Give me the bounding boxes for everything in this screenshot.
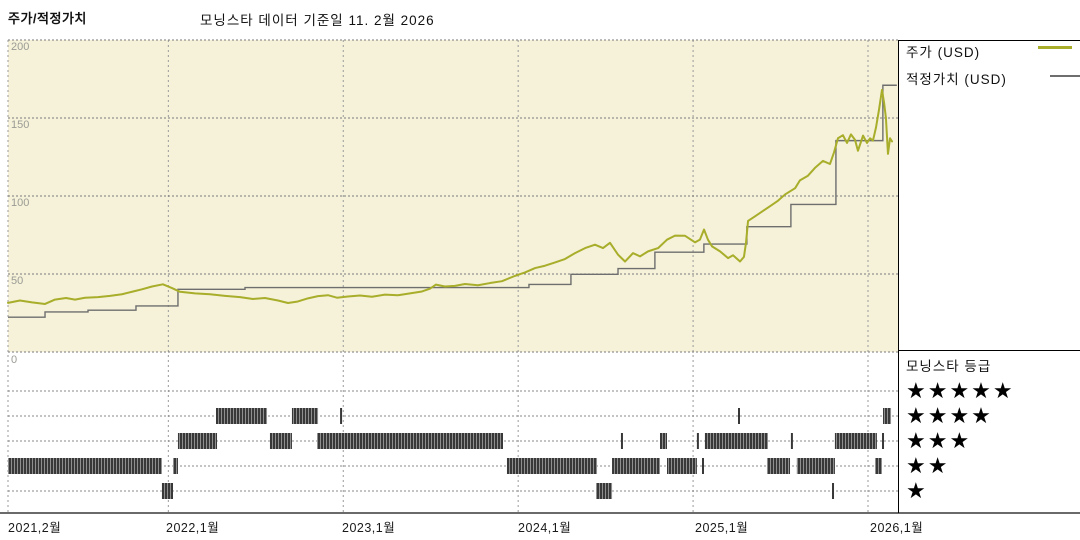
rating-barcode: [506, 458, 598, 474]
rating-barcode: [704, 433, 769, 449]
legend-top-border: [898, 40, 1080, 41]
page-title: 주가/적정가치: [8, 11, 87, 26]
x-tick-2021-2: 2021,2월: [8, 521, 62, 535]
legend-fair-value-label: 적정가치 (USD): [906, 72, 1007, 87]
plot-background: [8, 40, 898, 352]
rating-row-2-stars: ★★: [906, 453, 950, 478]
rating-barcode: [834, 433, 877, 449]
rating-barcode: [659, 433, 667, 449]
fair-value-line-sample: [1050, 75, 1080, 77]
rating-mark: [832, 483, 835, 499]
rating-barcode: [612, 458, 660, 474]
rating-barcode: [216, 408, 268, 424]
rating-mark: [620, 433, 623, 449]
rating-row-5-stars: ★★★★★: [906, 378, 1015, 403]
rating-barcode: [874, 458, 882, 474]
x-tick-2025-1: 2025,1월: [695, 521, 749, 535]
legend-price-label: 주가 (USD): [906, 45, 981, 60]
y-tick-100: 100: [11, 197, 30, 209]
y-tick-50: 50: [11, 275, 24, 287]
rating-barcode: [796, 458, 835, 474]
rating-barcode: [317, 433, 504, 449]
legend-divider: [898, 350, 1080, 351]
rating-barcode: [596, 483, 613, 499]
x-tick-2023-1: 2023,1월: [342, 521, 396, 535]
x-tick-2024-1: 2024,1월: [518, 521, 572, 535]
rating-mark: [701, 458, 704, 474]
as-of-date-subtitle: 모닝스타 데이터 기준일 11. 2월 2026: [200, 13, 435, 28]
y-tick-0: 0: [11, 354, 18, 366]
rating-row-1-star: ★: [906, 478, 928, 503]
rating-barcode: [666, 458, 697, 474]
legend-left-border: [898, 40, 899, 513]
rating-barcode: [766, 458, 791, 474]
rating-mark: [790, 433, 793, 449]
rating-legend-title: 모닝스타 등급: [906, 359, 992, 374]
rating-row-3-stars: ★★★: [906, 428, 972, 453]
rating-barcode: [291, 408, 319, 424]
rating-mark: [738, 408, 740, 424]
y-tick-150: 150: [11, 119, 30, 131]
rating-barcode: [883, 408, 892, 424]
y-tick-200: 200: [11, 41, 30, 53]
rating-mark: [882, 433, 885, 449]
rating-mark: [696, 433, 699, 449]
price-line-sample: [1038, 46, 1072, 49]
rating-barcode: [177, 433, 218, 449]
rating-barcode: [269, 433, 292, 449]
rating-row-4-stars: ★★★★: [906, 403, 993, 428]
rating-barcode: [8, 458, 162, 474]
rating-mark: [340, 408, 343, 424]
rating-barcode: [173, 458, 178, 474]
x-tick-2026-1: 2026,1월: [870, 521, 924, 535]
rating-barcode: [161, 483, 174, 499]
x-tick-2022-1: 2022,1월: [166, 521, 220, 535]
